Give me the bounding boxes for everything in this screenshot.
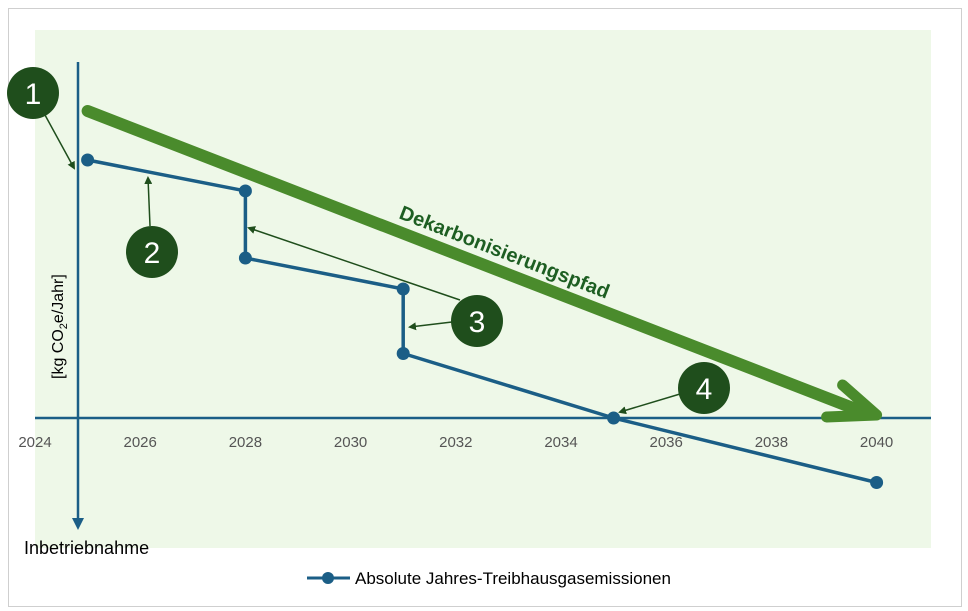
callout-3: 3 [451,295,503,347]
callout-2-label: 2 [144,237,161,270]
callout-4: 4 [678,362,730,414]
callout-3-label: 3 [469,306,486,339]
y-axis-label-suffix: e/Jahr] [50,274,67,323]
data-point-7 [870,476,884,489]
x-tick-2030: 2030 [334,434,367,451]
x-tick-2038: 2038 [755,434,788,451]
emissions-series [81,153,884,489]
callout-arrows [44,114,681,415]
data-point-3 [238,251,252,265]
data-point-4 [396,282,410,296]
callout-1-circle [7,67,59,119]
x-tick-2036: 2036 [650,434,683,451]
callout-4-label: 4 [696,373,713,406]
x-tick-labels: 2024 2026 2028 2030 2032 2034 2036 2038 2040 [18,434,893,451]
x-tick-2032: 2032 [439,434,472,451]
x-tick-2026: 2026 [124,434,157,451]
data-point-1 [81,153,95,167]
plot-area [35,30,931,548]
callout-2-circle [126,226,178,278]
callout-4-arrow [618,393,681,415]
callout-3-arrow-b [408,321,453,331]
callout-3-arrow-a [247,226,461,301]
x-axis-label: Inbetriebnahme [24,538,149,558]
callout-3-circle [451,295,503,347]
data-point-5 [396,347,410,360]
callout-2: 2 [126,226,178,278]
legend-label: Absolute Jahres-Treibhausgasemissionen [355,569,671,588]
callout-2-arrow [144,176,153,227]
decarbonization-path-arrowhead [821,379,883,423]
callout-1-arrow [44,114,75,170]
callout-4-circle [678,362,730,414]
callout-1: 1 [7,67,59,119]
decarbonization-path-label: Dekarbonisierungspfad [396,202,612,303]
legend: Absolute Jahres-Treibhausgasemissionen [307,569,671,588]
decarbonization-path: Dekarbonisierungspfad [81,105,883,423]
data-point-6 [607,411,621,425]
x-tick-2028: 2028 [229,434,262,451]
y-axis-label: [kg CO2e/Jahr] [50,274,70,379]
y-axis-arrowhead [72,518,84,530]
x-tick-2040: 2040 [860,434,893,451]
legend-swatch-marker [322,572,334,584]
callout-1-label: 1 [25,78,42,111]
decarbonization-path-line [81,105,867,417]
data-point-2 [238,184,252,198]
x-tick-2024: 2024 [18,434,51,451]
x-tick-2034: 2034 [544,434,577,451]
